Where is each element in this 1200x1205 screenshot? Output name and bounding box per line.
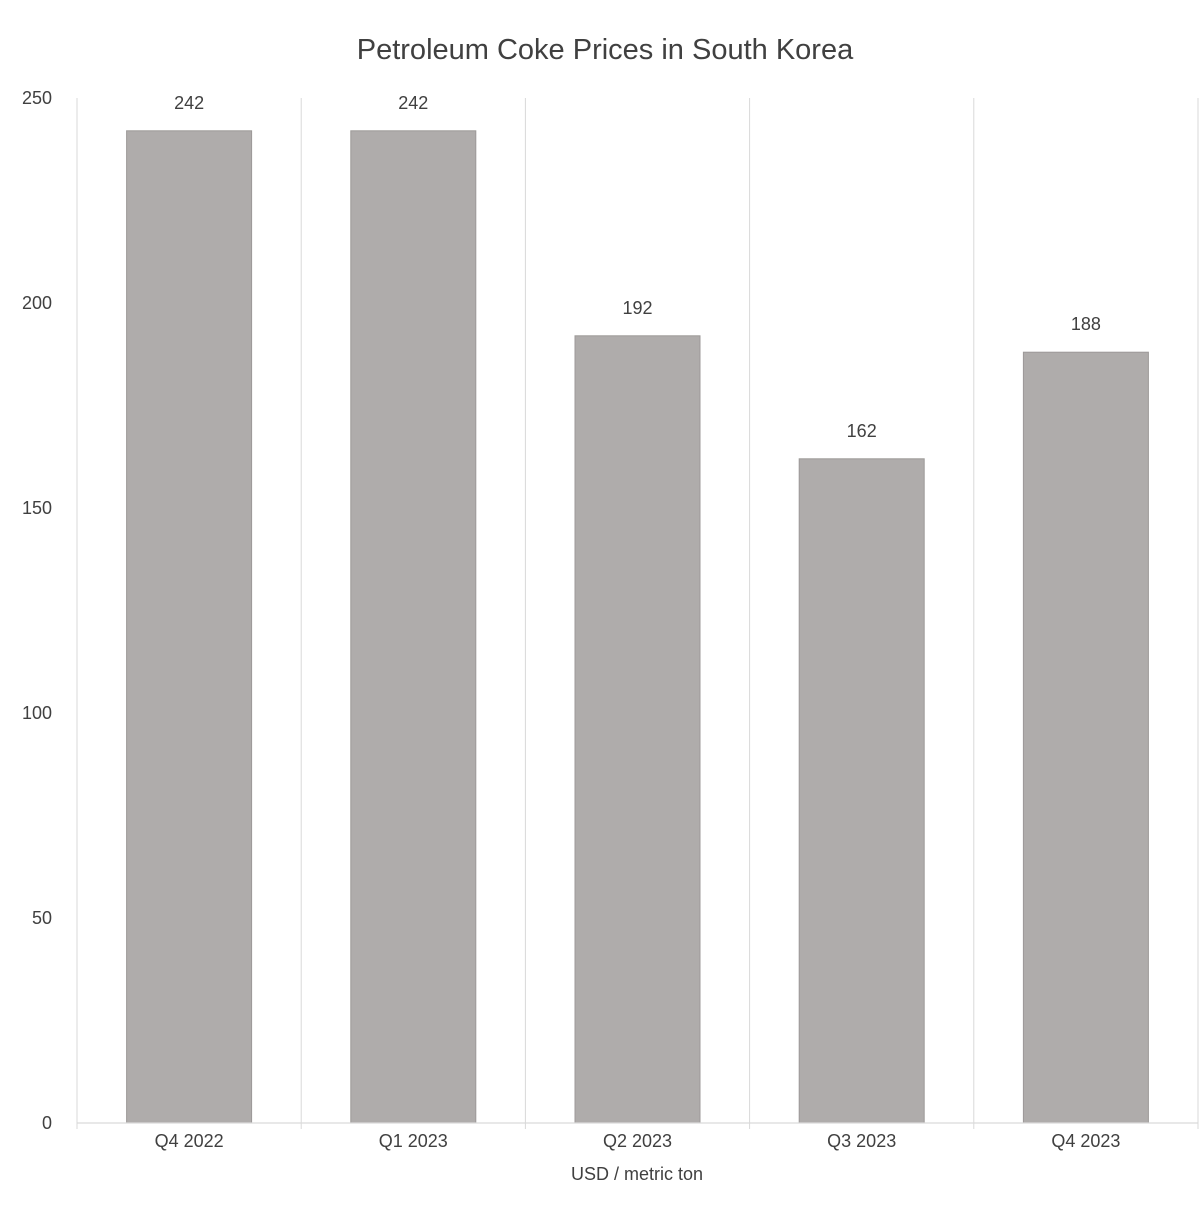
y-tick-label: 200: [22, 293, 52, 313]
data-label: 192: [622, 298, 652, 318]
chart-title: Petroleum Coke Prices in South Korea: [357, 34, 854, 66]
data-label: 188: [1071, 314, 1101, 334]
bar: [574, 335, 701, 1124]
data-label-layer: 242 242 192 162 188: [174, 93, 1101, 441]
grid-layer: [76, 98, 1199, 1129]
bar: [126, 130, 253, 1124]
x-tick-label: Q2 2023: [603, 1131, 672, 1151]
bar: [1022, 351, 1149, 1124]
y-tick-label: 150: [22, 498, 52, 518]
x-tick-label: Q4 2023: [1051, 1131, 1120, 1151]
x-tick-label: Q1 2023: [379, 1131, 448, 1151]
y-tick-label: 50: [32, 908, 52, 928]
bar: [350, 130, 477, 1124]
y-tick-label: 0: [42, 1113, 52, 1133]
bar: [798, 458, 925, 1124]
x-axis: Q4 2022 Q1 2023 Q2 2023 Q3 2023 Q4 2023: [77, 1122, 1198, 1151]
x-tick-label: Q4 2022: [155, 1131, 224, 1151]
bar-layer: [126, 130, 1149, 1124]
data-label: 242: [174, 93, 204, 113]
data-label: 242: [398, 93, 428, 113]
data-label: 162: [847, 421, 877, 441]
y-axis: 0 50 100 150 200 250: [22, 88, 52, 1133]
y-tick-label: 100: [22, 703, 52, 723]
x-axis-title: USD / metric ton: [571, 1164, 703, 1184]
x-tick-label: Q3 2023: [827, 1131, 896, 1151]
y-tick-label: 250: [22, 88, 52, 108]
